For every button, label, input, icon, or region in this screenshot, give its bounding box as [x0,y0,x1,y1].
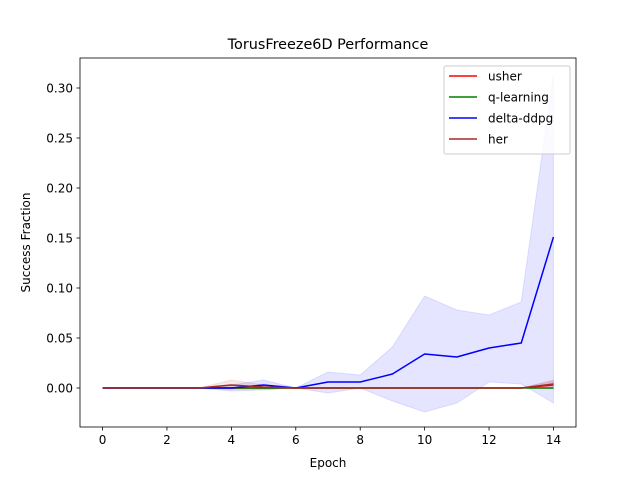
legend-label-q-learning: q-learning [488,90,549,104]
x-tick-label: 2 [163,433,171,447]
x-tick-label: 6 [292,433,300,447]
x-tick-label: 4 [228,433,236,447]
x-axis-ticks: 0 2 4 6 8 10 12 14 [99,427,561,447]
legend-box [443,65,571,155]
x-tick-label: 14 [546,433,561,447]
line-her [102,383,554,389]
plot-frame [79,57,577,428]
chart-title: TorusFreeze6D Performance [227,37,429,53]
x-tick-label: 12 [481,433,496,447]
y-axis-ticks: 0.00 0.05 0.10 0.15 0.20 0.25 0.30 [46,81,80,395]
y-tick-label: 0.20 [46,181,73,195]
y-tick-label: 0.10 [46,281,73,295]
legend-label-her: her [488,132,508,146]
y-tick-label: 0.25 [46,131,73,145]
y-tick-label: 0.00 [46,381,73,395]
y-tick-label: 0.30 [46,81,73,95]
legend: usher q-learning delta-ddpg her [443,65,571,155]
x-tick-label: 10 [417,433,432,447]
y-tick-label: 0.15 [46,231,73,245]
y-axis-label: Success Fraction [19,192,33,292]
legend-label-usher: usher [488,69,522,83]
y-tick-label: 0.05 [46,331,73,345]
series-lines [102,236,555,389]
x-tick-label: 0 [99,433,107,447]
legend-label-delta-ddpg: delta-ddpg [488,111,553,125]
x-axis-label: Epoch [310,456,347,470]
x-tick-label: 8 [356,433,364,447]
